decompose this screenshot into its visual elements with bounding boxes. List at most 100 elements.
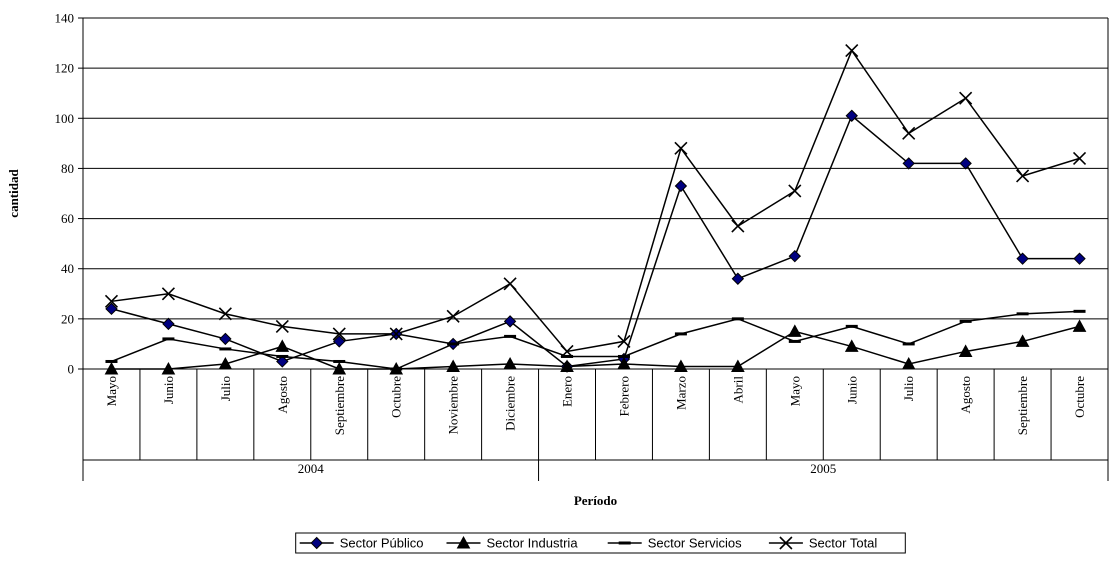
data-point (788, 184, 802, 198)
data-point (161, 361, 176, 375)
data-point (446, 359, 460, 372)
data-point (845, 44, 859, 58)
data-point (845, 324, 858, 328)
data-point (1015, 334, 1030, 347)
x-tick-label: Julio (218, 376, 233, 401)
data-point (787, 324, 802, 337)
data-point (959, 157, 972, 170)
legend-label: Sector Total (809, 536, 878, 551)
data-point (1016, 312, 1029, 316)
data-point (844, 339, 859, 352)
legend-marker (618, 541, 631, 545)
data-point (333, 359, 346, 363)
data-point (219, 332, 232, 346)
x-tick-label: Diciembre (503, 376, 518, 431)
data-point (617, 356, 631, 370)
y-tick-label: 100 (55, 111, 75, 126)
y-tick-label: 80 (61, 161, 74, 176)
data-point (561, 354, 574, 358)
x-tick-label: Agosto (275, 376, 290, 414)
x-tick-label: Enero (560, 376, 575, 407)
data-point (788, 249, 802, 263)
data-point (162, 337, 175, 341)
data-point (389, 327, 403, 341)
data-point (1072, 319, 1087, 332)
data-point (731, 272, 745, 285)
data-point (162, 317, 175, 331)
data-point (504, 334, 517, 338)
data-point (959, 319, 972, 323)
legend-label: Sector Público (340, 536, 424, 551)
x-tick-label: Febrero (616, 376, 631, 416)
legend-entry: Sector Público (299, 536, 424, 551)
x-group-label: 2005 (810, 461, 836, 476)
legend-marker (310, 536, 323, 550)
y-tick-label: 0 (68, 362, 75, 377)
data-point (617, 334, 631, 348)
data-point (332, 361, 347, 375)
data-point (845, 109, 858, 122)
data-point (276, 355, 289, 368)
data-point (560, 359, 574, 372)
data-point (503, 315, 517, 328)
data-point (275, 339, 290, 352)
data-point (390, 367, 403, 371)
data-point (674, 179, 688, 193)
y-tick-label: 120 (55, 61, 75, 76)
x-tick-label: Junio (161, 376, 176, 404)
data-point (731, 317, 744, 321)
series-line (111, 49, 1080, 353)
data-point (674, 141, 688, 155)
y-tick-label: 60 (61, 211, 74, 226)
y-tick-label: 20 (61, 311, 74, 326)
data-point (104, 361, 119, 375)
legend-entry: Sector Total (768, 536, 878, 551)
y-axis-title: cantidad (6, 169, 21, 218)
x-tick-label: Octubre (1072, 376, 1087, 418)
data-point (902, 126, 916, 140)
data-point (1016, 169, 1030, 183)
series-line (111, 310, 1080, 370)
data-point (731, 359, 745, 372)
series-markers (104, 44, 1087, 375)
data-point (1072, 151, 1087, 165)
data-point (503, 277, 517, 291)
data-point (219, 347, 232, 351)
data-point (276, 354, 289, 358)
data-point (104, 294, 119, 308)
legend-entry: Sector Servicios (607, 536, 742, 551)
category-axis: Mayo Junio Julio Agosto Septiembre Octubre Nov… (82, 369, 1109, 481)
legend-entry: Sector Industria (446, 535, 578, 551)
legend: Sector Público Sector Industria Sector Ser… (295, 532, 906, 554)
data-point (161, 287, 175, 301)
x-axis-title: Período (574, 493, 617, 508)
data-point (1073, 252, 1086, 265)
data-point (447, 342, 460, 346)
x-tick-label: Septiembre (1015, 376, 1030, 435)
data-point (503, 356, 517, 370)
data-point (560, 344, 574, 359)
data-point (617, 354, 630, 358)
data-point (959, 91, 973, 105)
data-point (218, 307, 232, 321)
data-point (1073, 309, 1086, 313)
data-point (902, 157, 915, 170)
gridlines (83, 17, 1108, 320)
x-tick-label: Mayo (787, 376, 802, 406)
legend-marker (456, 535, 471, 549)
data-point (105, 359, 118, 363)
x-tick-label: Mayo (104, 376, 119, 406)
series-line (111, 325, 1080, 370)
data-point (788, 339, 801, 343)
x-tick-label: Agosto (958, 376, 973, 414)
x-tick-label: Octubre (389, 376, 404, 418)
axes: 0 20 40 60 80 100 120 140 (55, 11, 1109, 377)
series-lines (111, 49, 1080, 370)
x-tick-label: Abril (730, 376, 745, 404)
y-tick-label: 40 (61, 261, 74, 276)
y-tick-label: 140 (55, 11, 75, 26)
data-point (333, 335, 346, 348)
data-point (446, 309, 460, 323)
